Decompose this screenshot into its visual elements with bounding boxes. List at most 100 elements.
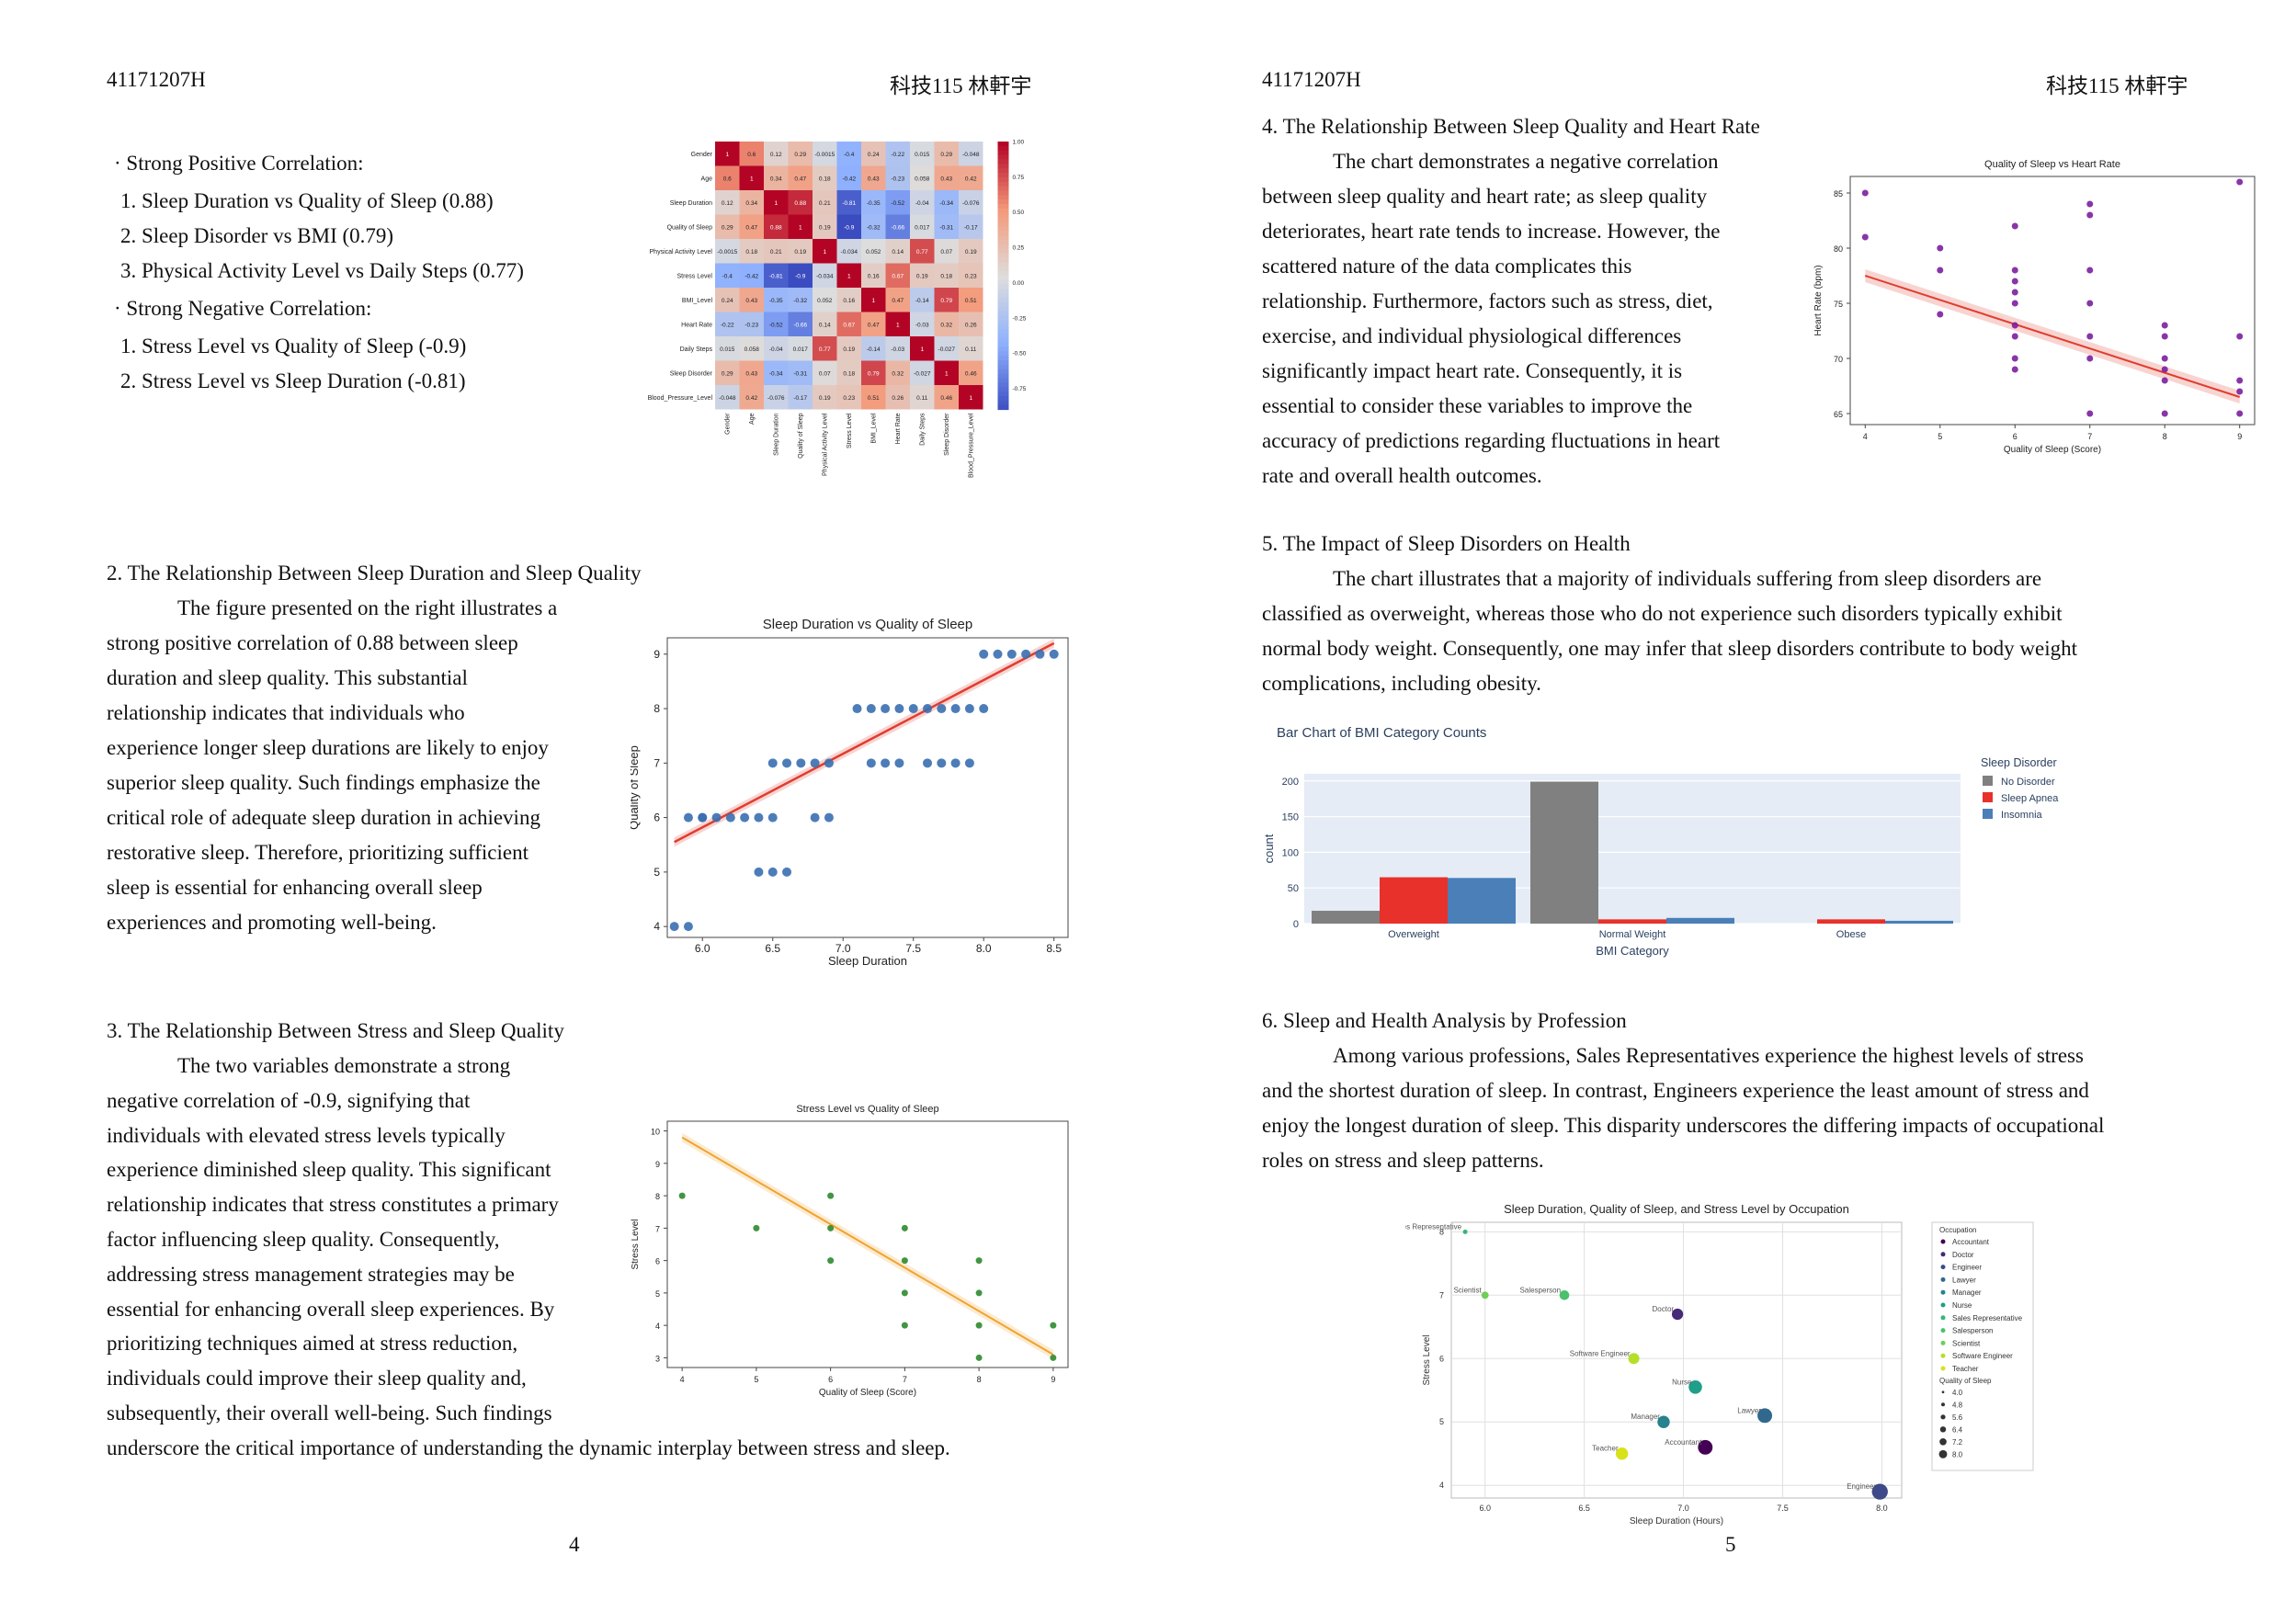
data-point: [1050, 1354, 1057, 1361]
heatmap-cell: [861, 239, 886, 264]
heatmap-cell: [885, 288, 910, 312]
heatmap-cell: [739, 239, 764, 264]
heatmap-col-label: Gender: [724, 413, 731, 435]
heatmap-value: 0.017: [793, 346, 809, 353]
heatmap-cell: [885, 142, 910, 166]
heatmap-value: -0.42: [842, 176, 856, 182]
x-tick-label: 7.5: [905, 942, 921, 955]
body-line: addressing stress management strategies …: [107, 1262, 515, 1286]
heatmap-col-label: Daily Steps: [919, 413, 926, 446]
data-point: [827, 1224, 835, 1231]
heatmap-cell: [813, 336, 837, 361]
data-point: [683, 922, 693, 932]
heatmap-value: 0.29: [940, 152, 952, 158]
y-axis-label: Quality of Sleep: [631, 745, 641, 830]
body-line: rate and overall health outcomes.: [1262, 464, 1542, 487]
heatmap-value: 0.79: [868, 370, 880, 377]
plot-frame: [666, 637, 1069, 938]
heatmap-cell: [715, 214, 740, 239]
colorbar-tick: 1.00: [1013, 140, 1025, 146]
colorbar-tick: -0.75: [1013, 386, 1027, 392]
heatmap-cell: [885, 190, 910, 215]
heatmap-value: 0.24: [868, 152, 880, 158]
body-line: duration and sleep quality. This substan…: [107, 666, 468, 689]
data-point: [2161, 377, 2168, 384]
occupation-point-label: Software Engineer: [1570, 1349, 1631, 1357]
heatmap-value: 0.23: [843, 395, 855, 402]
occupation-point-label: Manager: [1631, 1413, 1660, 1421]
body-line: The figure presented on the right illust…: [177, 596, 558, 619]
heatmap-cell: [934, 385, 959, 410]
colorbar-segment: [997, 231, 1009, 236]
body-line: individuals could improve their sleep qu…: [107, 1367, 527, 1390]
heatmap-value: 0.29: [722, 370, 733, 377]
heatmap-cell: [764, 190, 789, 215]
heatmap-cell: [861, 336, 886, 361]
heatmap-cell: [764, 142, 789, 166]
heatmap-value: -0.35: [769, 298, 783, 304]
colorbar-segment: [997, 164, 1009, 169]
data-point: [2236, 410, 2244, 417]
size-legend-label: 4.8: [1952, 1401, 1963, 1409]
heatmap-value: 1: [871, 298, 875, 304]
heatmap-value: -0.027: [938, 346, 956, 353]
heatmap-cell: [910, 336, 935, 361]
heatmap-value: 0.18: [940, 273, 952, 279]
colorbar-segment: [997, 360, 1009, 366]
data-point: [753, 1224, 760, 1231]
heatmap-value: 0.058: [744, 346, 760, 353]
data-point: [782, 867, 792, 877]
data-point: [678, 1192, 686, 1199]
legend-marker: [1940, 1302, 1946, 1308]
heatmap-cell: [788, 360, 813, 385]
legend-box: [1931, 1221, 2034, 1471]
heatmap-value: -0.52: [891, 200, 904, 207]
y-tick-label: 3: [655, 1354, 660, 1363]
colorbar-tick: 0.00: [1013, 280, 1025, 287]
occupation-bubble: [1757, 1408, 1773, 1424]
heatmap-cell: [788, 263, 813, 288]
heatmap-value: 1: [774, 200, 778, 207]
size-legend-label: 8.0: [1952, 1450, 1963, 1458]
chart-title: Sleep Duration vs Quality of Sleep: [763, 617, 972, 632]
colorbar-segment: [997, 257, 1009, 263]
y-tick-label: 6: [655, 1257, 660, 1266]
occupation-bubble: [1657, 1415, 1670, 1428]
data-point: [901, 1257, 908, 1265]
body-line: individuals with elevated stress levels …: [107, 1123, 506, 1147]
heatmap-cell: [934, 214, 959, 239]
legend-marker: [1940, 1315, 1946, 1321]
heatmap-value: 0.12: [722, 200, 733, 207]
data-point: [2011, 366, 2018, 373]
colorbar-segment: [997, 342, 1009, 348]
data-point: [866, 704, 876, 714]
y-tick-label: 4: [654, 920, 660, 933]
data-point: [937, 758, 947, 768]
data-point: [2011, 322, 2018, 329]
heatmap-value: 0.43: [745, 298, 757, 304]
heatmap-cell: [885, 263, 910, 288]
heatmap-value: 1: [920, 346, 924, 353]
colorbar-segment: [997, 226, 1009, 232]
heatmap-value: 0.07: [819, 370, 831, 377]
body-line: essential to consider these variables to…: [1262, 394, 1693, 417]
heatmap-cell: [813, 190, 837, 215]
y-tick-label: 75: [1834, 300, 1843, 309]
data-point: [827, 1257, 835, 1265]
body-line: The chart illustrates that a majority of…: [1333, 567, 2042, 590]
colorbar-segment: [997, 298, 1009, 303]
data-point: [2236, 388, 2244, 395]
legend-label: Salesperson: [1952, 1327, 1993, 1335]
data-point: [698, 812, 708, 823]
heatmap-cell: [959, 239, 983, 264]
heatmap-col-label: Sleep Disorder: [944, 413, 950, 456]
heatmap-row-label: Sleep Duration: [670, 200, 712, 207]
occupation-bubble: [1615, 1447, 1629, 1460]
size-legend-marker: [1939, 1437, 1947, 1446]
heatmap-cell: [861, 165, 886, 190]
bullet-negative: · Strong Negative Correlation:: [114, 297, 372, 320]
data-point: [1937, 267, 1944, 274]
colorbar-segment: [997, 159, 1009, 165]
x-axis-label: Sleep Duration: [828, 954, 907, 968]
heatmap-value: 0.19: [965, 249, 977, 255]
